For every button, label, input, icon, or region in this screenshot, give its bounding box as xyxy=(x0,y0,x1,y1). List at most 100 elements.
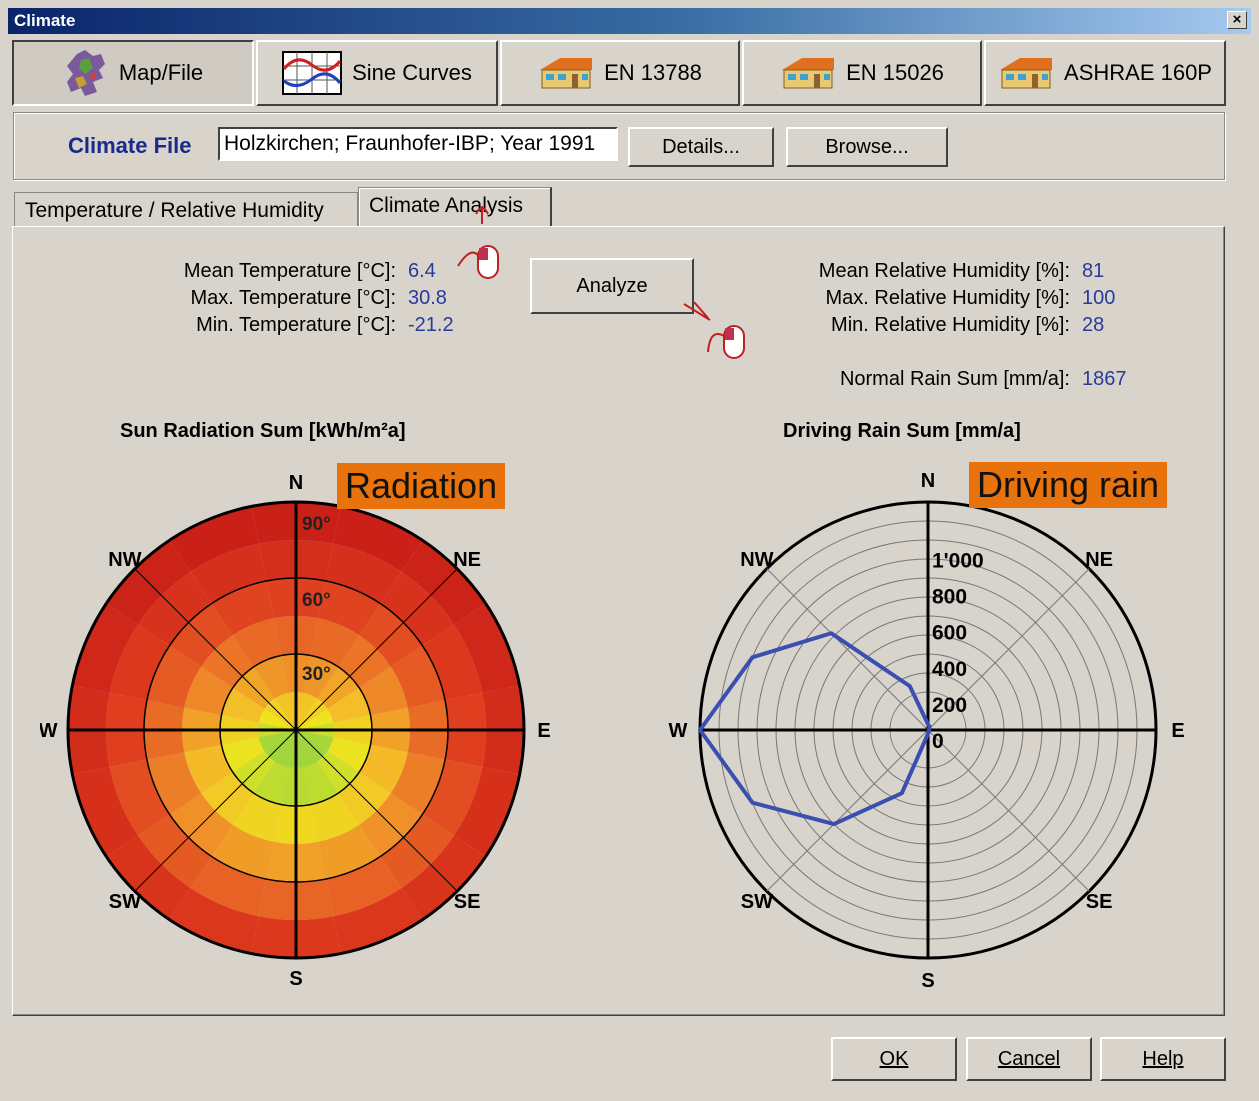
cancel-button[interactable]: Cancel xyxy=(966,1037,1092,1081)
tab-temperature-humidity[interactable]: Temperature / Relative Humidity xyxy=(14,192,358,226)
rain-radial-label: 400 xyxy=(932,658,967,681)
driving-rain-overlay-label: Driving rain xyxy=(969,462,1168,508)
max-temperature-row: Max. Temperature [°C]: 30.8 xyxy=(140,287,447,310)
radiation-sector xyxy=(390,645,446,708)
rain-radial-label: 1'000 xyxy=(932,550,984,573)
analyze-button[interactable]: Analyze xyxy=(530,258,694,314)
climate-file-field[interactable] xyxy=(218,127,618,161)
climate-file-label: Climate File xyxy=(68,133,192,158)
mouse-click-icon xyxy=(683,301,745,359)
stat-value: 1867 xyxy=(1082,368,1127,390)
rain-radial-label: 600 xyxy=(932,622,967,645)
stat-value: 100 xyxy=(1082,287,1116,309)
europe-map-icon xyxy=(66,50,105,96)
radiation-direction-label: NW xyxy=(108,549,141,571)
min-humidity-row: Min. Relative Humidity [%]: 28 xyxy=(730,314,1104,337)
mode-label: EN 13788 xyxy=(604,60,702,85)
min-temperature-row: Min. Temperature [°C]: -21.2 xyxy=(140,314,454,337)
radiation-sector xyxy=(333,887,423,954)
radiation-sector xyxy=(253,761,289,805)
rain-data-point xyxy=(698,728,702,732)
radiation-sector xyxy=(303,761,339,805)
radiation-sector xyxy=(390,752,446,815)
rain-direction-label: SW xyxy=(741,891,773,913)
sine-curves-icon xyxy=(282,51,343,95)
rain-direction-label: W xyxy=(669,720,688,742)
radiation-sector xyxy=(296,692,318,730)
radiation-sector xyxy=(72,767,139,857)
rain-direction-label: SE xyxy=(1086,891,1113,913)
mode-button-ashrae-160p[interactable]: ASHRAE 160P xyxy=(984,40,1226,106)
driving-rain-polar-chart: 1'000 800 600 400 200 0 N NE E SE S SW W NW xyxy=(669,470,1185,990)
window-title: Climate xyxy=(14,11,76,30)
rain-direction-label: N xyxy=(921,470,935,492)
rain-direction-label: E xyxy=(1171,720,1184,742)
radiation-chart-title: Sun Radiation Sum [kWh/m²a] xyxy=(120,420,406,442)
climate-analysis-panel xyxy=(12,226,1225,1016)
radiation-direction-label: SW xyxy=(109,891,141,913)
radiation-sector xyxy=(325,856,402,917)
browse-button[interactable]: Browse... xyxy=(786,127,948,167)
rain-data-point xyxy=(926,722,930,726)
mode-button-en-15026[interactable]: EN 15026 xyxy=(742,40,982,106)
radiation-sector xyxy=(327,737,371,773)
stat-label: Mean Relative Humidity [%]: xyxy=(818,260,1070,282)
radiation-sector xyxy=(327,687,371,723)
radiation-overlay-label: Radiation xyxy=(337,463,506,509)
radiation-sector xyxy=(296,730,334,752)
climate-file-group: Climate File Details... Browse... xyxy=(13,112,1225,180)
radiation-angle-label: 60° xyxy=(302,590,331,611)
radiation-sector xyxy=(258,730,296,752)
radiation-sector xyxy=(190,543,267,604)
radiation-direction-label: E xyxy=(537,720,550,742)
stat-value: 28 xyxy=(1082,314,1105,336)
stat-label: Max. Relative Humidity [%]: xyxy=(825,287,1070,309)
radiation-sector xyxy=(422,759,483,836)
radiation-sector xyxy=(146,645,202,708)
radiation-sector xyxy=(318,580,381,636)
tab-climate-analysis[interactable]: Climate Analysis xyxy=(358,187,552,227)
radiation-sector xyxy=(422,624,483,701)
radiation-sector xyxy=(274,692,296,730)
radiation-sector xyxy=(221,687,265,723)
radiation-sector xyxy=(333,506,423,573)
details-button[interactable]: Details... xyxy=(628,127,774,167)
rain-sum-row: Normal Rain Sum [mm/a]: 1867 xyxy=(730,368,1127,391)
mode-button-map-file[interactable]: Map/File xyxy=(12,40,254,106)
radiation-direction-label: SE xyxy=(454,891,481,913)
radiation-sector xyxy=(211,580,274,636)
rain-data-point xyxy=(926,732,930,736)
mode-label: Sine Curves xyxy=(352,60,472,85)
radiation-sector xyxy=(211,824,274,880)
rain-data-point xyxy=(908,684,912,688)
radiation-sector xyxy=(296,708,334,730)
house-icon xyxy=(1000,58,1053,89)
rain-radial-label: 200 xyxy=(932,694,967,717)
mean-humidity-row: Mean Relative Humidity [%]: 81 xyxy=(730,260,1104,283)
rain-chart-title: Driving Rain Sum [mm/a] xyxy=(783,420,1021,442)
radiation-direction-label: S xyxy=(289,968,302,990)
rain-data-point xyxy=(750,801,754,805)
mode-label: ASHRAE 160P xyxy=(1064,60,1212,85)
radiation-sector xyxy=(184,744,233,794)
mode-button-en-13788[interactable]: EN 13788 xyxy=(500,40,740,106)
ok-button[interactable]: OK xyxy=(831,1037,957,1081)
radiation-sector xyxy=(72,603,139,693)
stat-label: Min. Temperature [°C]: xyxy=(196,314,396,336)
rain-radial-label: 800 xyxy=(932,586,967,609)
mode-button-sine-curves[interactable]: Sine Curves xyxy=(256,40,498,106)
help-button[interactable]: Help xyxy=(1100,1037,1226,1081)
stat-label: Max. Temperature [°C]: xyxy=(190,287,396,309)
close-button[interactable]: × xyxy=(1227,11,1247,29)
radiation-diagonal xyxy=(134,568,458,892)
radiation-angle-label: 90° xyxy=(302,514,331,535)
house-icon xyxy=(540,58,593,89)
radiation-sector xyxy=(190,856,267,917)
mouse-click-icon xyxy=(457,206,499,279)
radiation-polar-chart: 90° 60° 30° N NE E SE S SW W NW xyxy=(40,472,551,990)
mean-temperature-row: Mean Temperature [°C]: 6.4 xyxy=(140,260,436,283)
mode-toolbar: Map/File Sine Curves EN 13788 EN 15026 xyxy=(12,40,1226,108)
radiation-sector xyxy=(232,618,282,667)
window-title-bar: Climate × xyxy=(8,8,1251,34)
radiation-direction-label: W xyxy=(40,720,58,742)
